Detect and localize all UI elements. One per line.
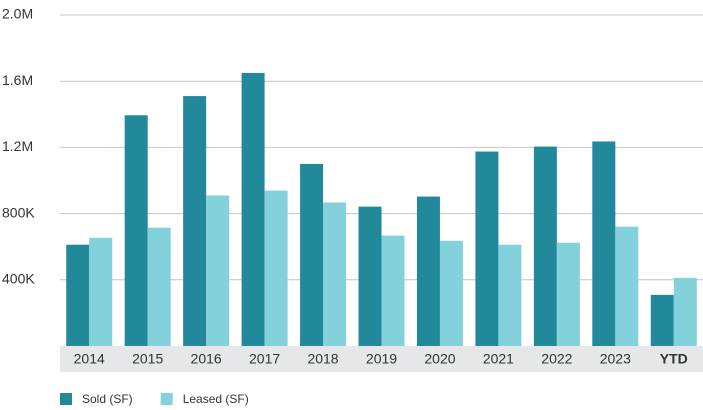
bar xyxy=(673,277,697,346)
bar xyxy=(147,227,171,346)
x-tick-label: 2018 xyxy=(307,351,338,367)
y-tick-label: 1.6M xyxy=(2,72,33,88)
bar xyxy=(475,151,499,346)
bar xyxy=(358,206,382,346)
legend-label: Leased (SF) xyxy=(183,392,249,406)
x-tick-label: 2021 xyxy=(483,351,514,367)
y-tick-label: 1.2M xyxy=(2,138,33,154)
legend-swatch xyxy=(60,393,72,405)
bar xyxy=(89,237,113,346)
bar xyxy=(241,72,265,347)
x-tick-label: 2017 xyxy=(249,351,280,367)
x-tick-label: 2015 xyxy=(132,351,163,367)
bar xyxy=(592,141,616,346)
x-tick-label: YTD xyxy=(660,351,688,367)
y-tick-label: 800K xyxy=(2,204,35,220)
x-tick-label: 2020 xyxy=(424,351,455,367)
bar xyxy=(381,235,405,346)
y-tick-label: 2.0M xyxy=(2,6,33,22)
bar xyxy=(206,195,230,346)
legend-swatch xyxy=(160,393,173,405)
x-tick-label: 2014 xyxy=(74,351,105,367)
bar xyxy=(124,115,148,346)
bar xyxy=(416,196,440,346)
bar xyxy=(650,294,674,346)
bar xyxy=(615,226,639,346)
bar xyxy=(556,242,580,346)
x-tick-label: 2016 xyxy=(191,351,222,367)
bar xyxy=(439,240,463,346)
legend-label: Sold (SF) xyxy=(82,392,133,406)
bar xyxy=(323,202,347,346)
bar xyxy=(66,244,90,346)
bar xyxy=(533,146,557,346)
x-tick-label: 2019 xyxy=(366,351,397,367)
x-axis-band xyxy=(60,346,703,372)
x-tick-label: 2022 xyxy=(541,351,572,367)
bar xyxy=(300,163,324,346)
y-tick-label: 400K xyxy=(2,271,35,287)
bar xyxy=(498,244,522,346)
bar xyxy=(264,190,288,346)
x-tick-label: 2023 xyxy=(600,351,631,367)
bar xyxy=(183,96,207,346)
